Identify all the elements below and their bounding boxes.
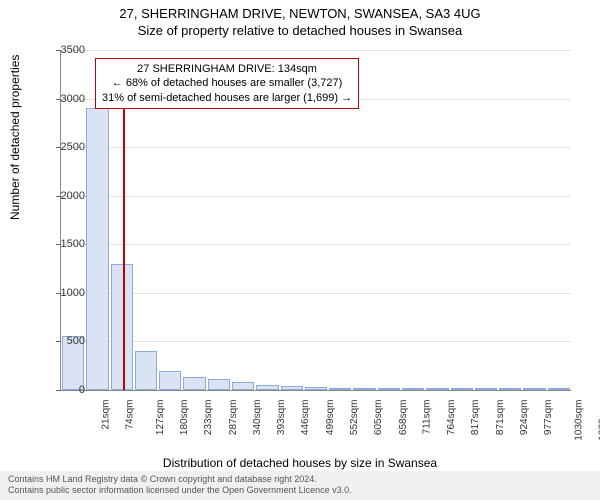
histogram-bar <box>426 388 448 390</box>
xtick-label: 552sqm <box>349 400 360 436</box>
histogram-bar <box>86 108 108 390</box>
xtick-label: 446sqm <box>301 400 312 436</box>
ytick-label: 1500 <box>45 238 85 250</box>
gridline <box>61 341 571 342</box>
histogram-bar <box>499 388 521 390</box>
xtick-label: 21sqm <box>101 400 112 430</box>
xtick-label: 711sqm <box>421 400 432 435</box>
xtick-label: 977sqm <box>543 400 554 436</box>
title-main: 27, SHERRINGHAM DRIVE, NEWTON, SWANSEA, … <box>0 0 600 21</box>
footer: Contains HM Land Registry data © Crown c… <box>0 471 600 500</box>
histogram-bar <box>232 382 254 390</box>
xtick-label: 127sqm <box>155 400 166 436</box>
xtick-label: 924sqm <box>519 400 530 436</box>
footer-line-1: Contains HM Land Registry data © Crown c… <box>8 474 592 486</box>
histogram-bar <box>135 351 157 390</box>
ytick-label: 500 <box>45 335 85 347</box>
annotation-line-3: 31% of semi-detached houses are larger (… <box>102 91 352 105</box>
annotation-line-1: 27 SHERRINGHAM DRIVE: 134sqm <box>102 62 352 76</box>
histogram-bar <box>523 388 545 390</box>
gridline <box>61 244 571 245</box>
histogram-bar <box>183 377 205 390</box>
xtick-label: 74sqm <box>125 400 136 430</box>
ytick-label: 3000 <box>45 93 85 105</box>
ytick-label: 1000 <box>45 287 85 299</box>
xtick-label: 1030sqm <box>573 400 584 441</box>
histogram-bar <box>111 264 133 390</box>
xtick-label: 233sqm <box>203 400 214 436</box>
xtick-label: 871sqm <box>495 400 506 436</box>
y-axis-title: Number of detached properties <box>8 55 22 220</box>
annotation-line-2: ← 68% of detached houses are smaller (3,… <box>102 76 352 90</box>
gridline <box>61 50 571 51</box>
xtick-label: 499sqm <box>325 400 336 436</box>
histogram-bar <box>475 388 497 390</box>
gridline <box>61 293 571 294</box>
xtick-label: 605sqm <box>373 400 384 436</box>
histogram-bar <box>159 371 181 390</box>
xtick-label: 340sqm <box>252 400 263 436</box>
annotation-box: 27 SHERRINGHAM DRIVE: 134sqm ← 68% of de… <box>95 58 359 109</box>
xtick-label: 287sqm <box>228 400 239 436</box>
footer-line-2: Contains public sector information licen… <box>8 485 592 497</box>
ytick-label: 2500 <box>45 141 85 153</box>
ytick-label: 0 <box>45 384 85 396</box>
histogram-bar <box>305 387 327 390</box>
xtick-label: 658sqm <box>398 400 409 436</box>
chart-container: 27, SHERRINGHAM DRIVE, NEWTON, SWANSEA, … <box>0 0 600 500</box>
xtick-label: 393sqm <box>276 400 287 436</box>
histogram-bar <box>402 388 424 390</box>
histogram-bar <box>256 385 278 390</box>
title-sub: Size of property relative to detached ho… <box>0 21 600 38</box>
xtick-label: 764sqm <box>446 400 457 436</box>
xtick-label: 817sqm <box>471 400 482 436</box>
gridline <box>61 147 571 148</box>
xtick-label: 180sqm <box>179 400 190 436</box>
histogram-bar <box>451 388 473 390</box>
property-marker-line <box>123 98 125 390</box>
histogram-bar <box>548 388 570 390</box>
x-axis-title: Distribution of detached houses by size … <box>0 456 600 470</box>
histogram-bar <box>378 388 400 390</box>
histogram-bar <box>208 379 230 390</box>
ytick-label: 2000 <box>45 190 85 202</box>
histogram-bar <box>353 388 375 390</box>
gridline <box>61 196 571 197</box>
histogram-bar <box>281 386 303 390</box>
histogram-bar <box>329 388 351 390</box>
ytick-label: 3500 <box>45 44 85 56</box>
